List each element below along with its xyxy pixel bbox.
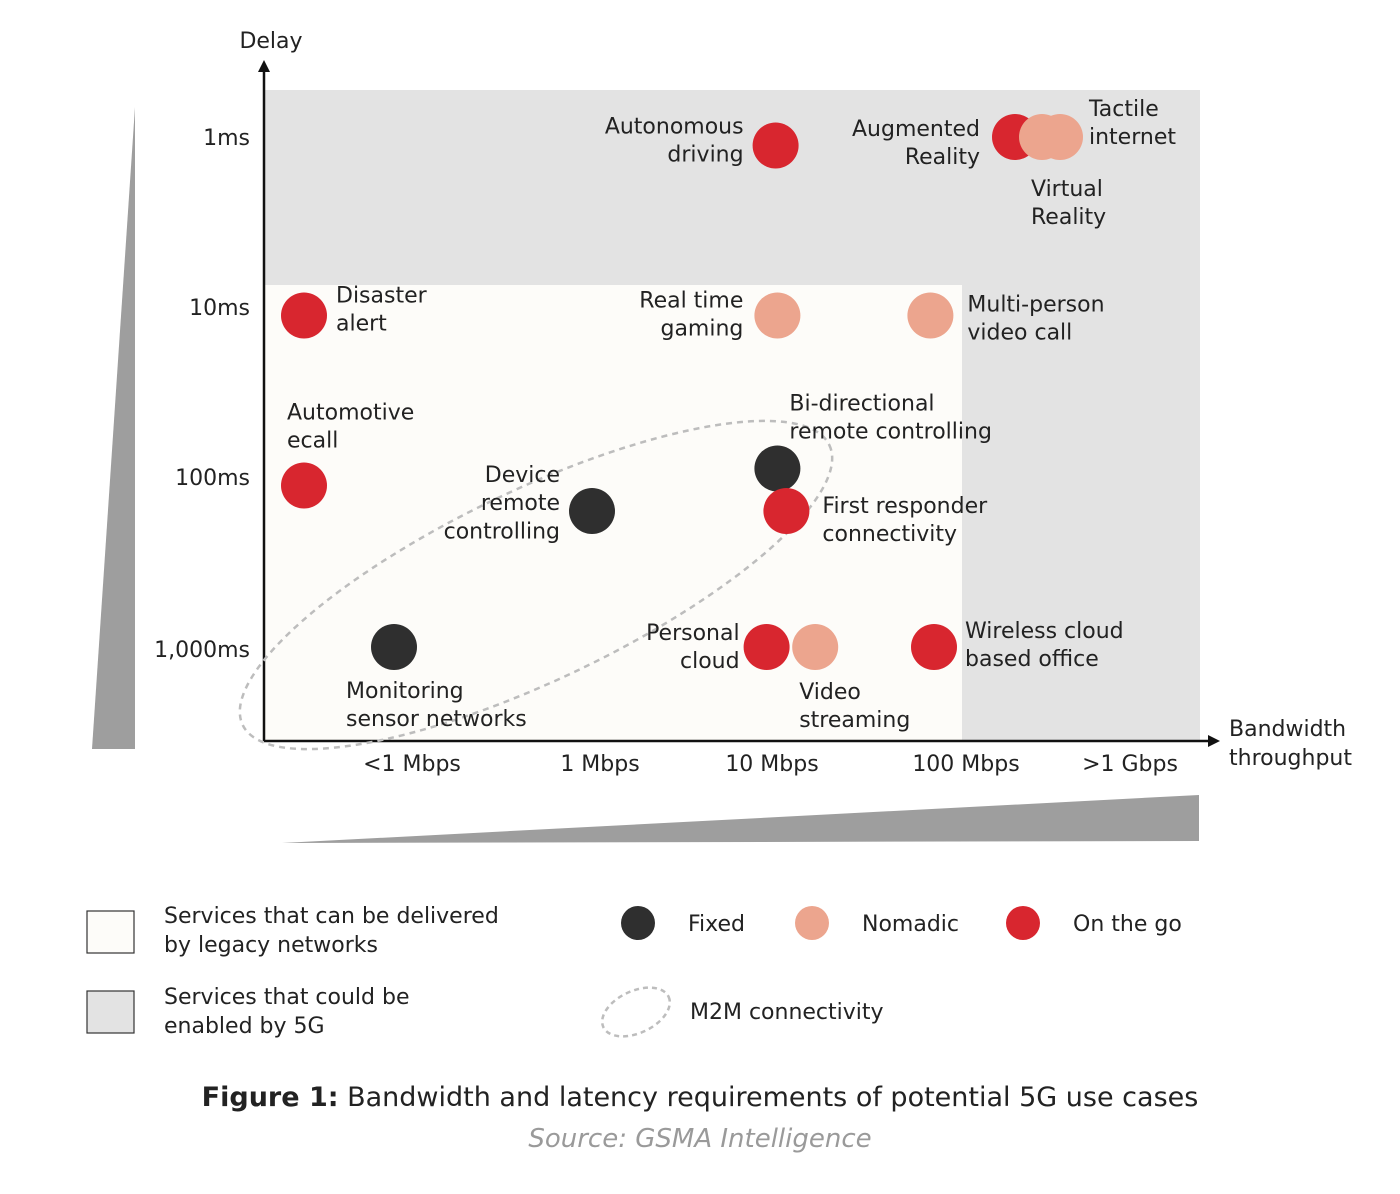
x-axis-label: Bandwidth throughput xyxy=(1229,717,1352,771)
data-point-label: First responder connectivity xyxy=(822,494,988,547)
data-point-label: Disaster alert xyxy=(336,284,428,337)
legend-marker-fixed xyxy=(621,906,655,940)
y-tick-label: 1ms xyxy=(203,126,250,151)
figure-source: Source: GSMA Intelligence xyxy=(528,1124,872,1154)
figure-caption: Figure 1: Bandwidth and latency requirem… xyxy=(0,1082,1400,1113)
y-axis-label: Delay xyxy=(239,29,302,54)
legend-marker-nomadic xyxy=(795,906,829,940)
data-point xyxy=(754,292,801,339)
data-point xyxy=(281,462,327,509)
y-tick-label: 100ms xyxy=(175,466,250,491)
x-tick-label: <1 Mbps xyxy=(363,752,461,777)
data-point-label: Autonomous driving xyxy=(605,115,744,168)
data-point-label: Tactile internet xyxy=(1088,97,1176,150)
data-point-label: Multi-person video call xyxy=(967,293,1104,346)
data-point-label: Wireless cloud based office xyxy=(965,619,1124,672)
data-point xyxy=(743,624,790,670)
legend-swatch-5g xyxy=(86,990,135,1034)
figure-caption-prefix: Figure 1: xyxy=(201,1082,339,1113)
data-point-label: Bi-directional remote controlling xyxy=(789,392,992,445)
legend-swatch-legacy xyxy=(86,910,135,954)
delay-wedge xyxy=(92,107,135,749)
y-tick-label: 1,000ms xyxy=(154,638,250,663)
data-point xyxy=(907,292,954,339)
legend-label-legacy: Services that can be delivered by legacy … xyxy=(164,904,499,958)
data-point xyxy=(754,445,801,492)
data-point-label: Device remote controlling xyxy=(444,463,560,544)
data-point-label: Monitoring sensor networks xyxy=(346,679,527,732)
data-point xyxy=(911,624,957,670)
data-point xyxy=(1019,114,1065,160)
x-tick-label: >1 Gbps xyxy=(1082,752,1178,777)
legend-m2m-ellipse xyxy=(600,986,672,1038)
data-point-label: Real time gaming xyxy=(639,289,743,342)
y-axis-arrow xyxy=(258,60,270,72)
x-tick-label: 100 Mbps xyxy=(912,752,1019,777)
legend-label-nomadic: Nomadic xyxy=(862,912,959,937)
data-point xyxy=(792,624,839,670)
x-tick-label: 10 Mbps xyxy=(725,752,818,777)
m2m-ellipse xyxy=(238,419,834,751)
x-axis-arrow xyxy=(1208,735,1220,747)
bandwidth-wedge xyxy=(282,795,1199,843)
legend-label-on-the-go: On the go xyxy=(1073,912,1182,937)
data-point xyxy=(371,624,417,670)
data-point-label: Automotive ecall xyxy=(287,401,414,454)
legend-label-5g: Services that could be enabled by 5G xyxy=(164,985,410,1039)
legend-label-fixed: Fixed xyxy=(688,912,745,937)
data-point-label: Virtual Reality xyxy=(1031,177,1106,230)
data-point xyxy=(569,488,615,534)
data-point-label: Personal cloud xyxy=(646,621,740,674)
data-point xyxy=(763,488,810,534)
legend-marker-on-the-go xyxy=(1006,906,1040,940)
chart-svg: Delay Bandwidth throughput <1 Mbps 1 Mbps 10 … xyxy=(86,29,1352,1039)
figure-caption-text: Bandwidth and latency requirements of po… xyxy=(338,1082,1199,1113)
data-point xyxy=(752,122,799,169)
y-tick-label: 10ms xyxy=(189,296,250,321)
data-point-label: Video streaming xyxy=(799,680,910,733)
data-point xyxy=(281,292,327,339)
x-tick-label: 1 Mbps xyxy=(560,752,639,777)
data-point-label: Augmented Reality xyxy=(852,117,980,170)
legend-label-m2m: M2M connectivity xyxy=(690,1000,884,1025)
